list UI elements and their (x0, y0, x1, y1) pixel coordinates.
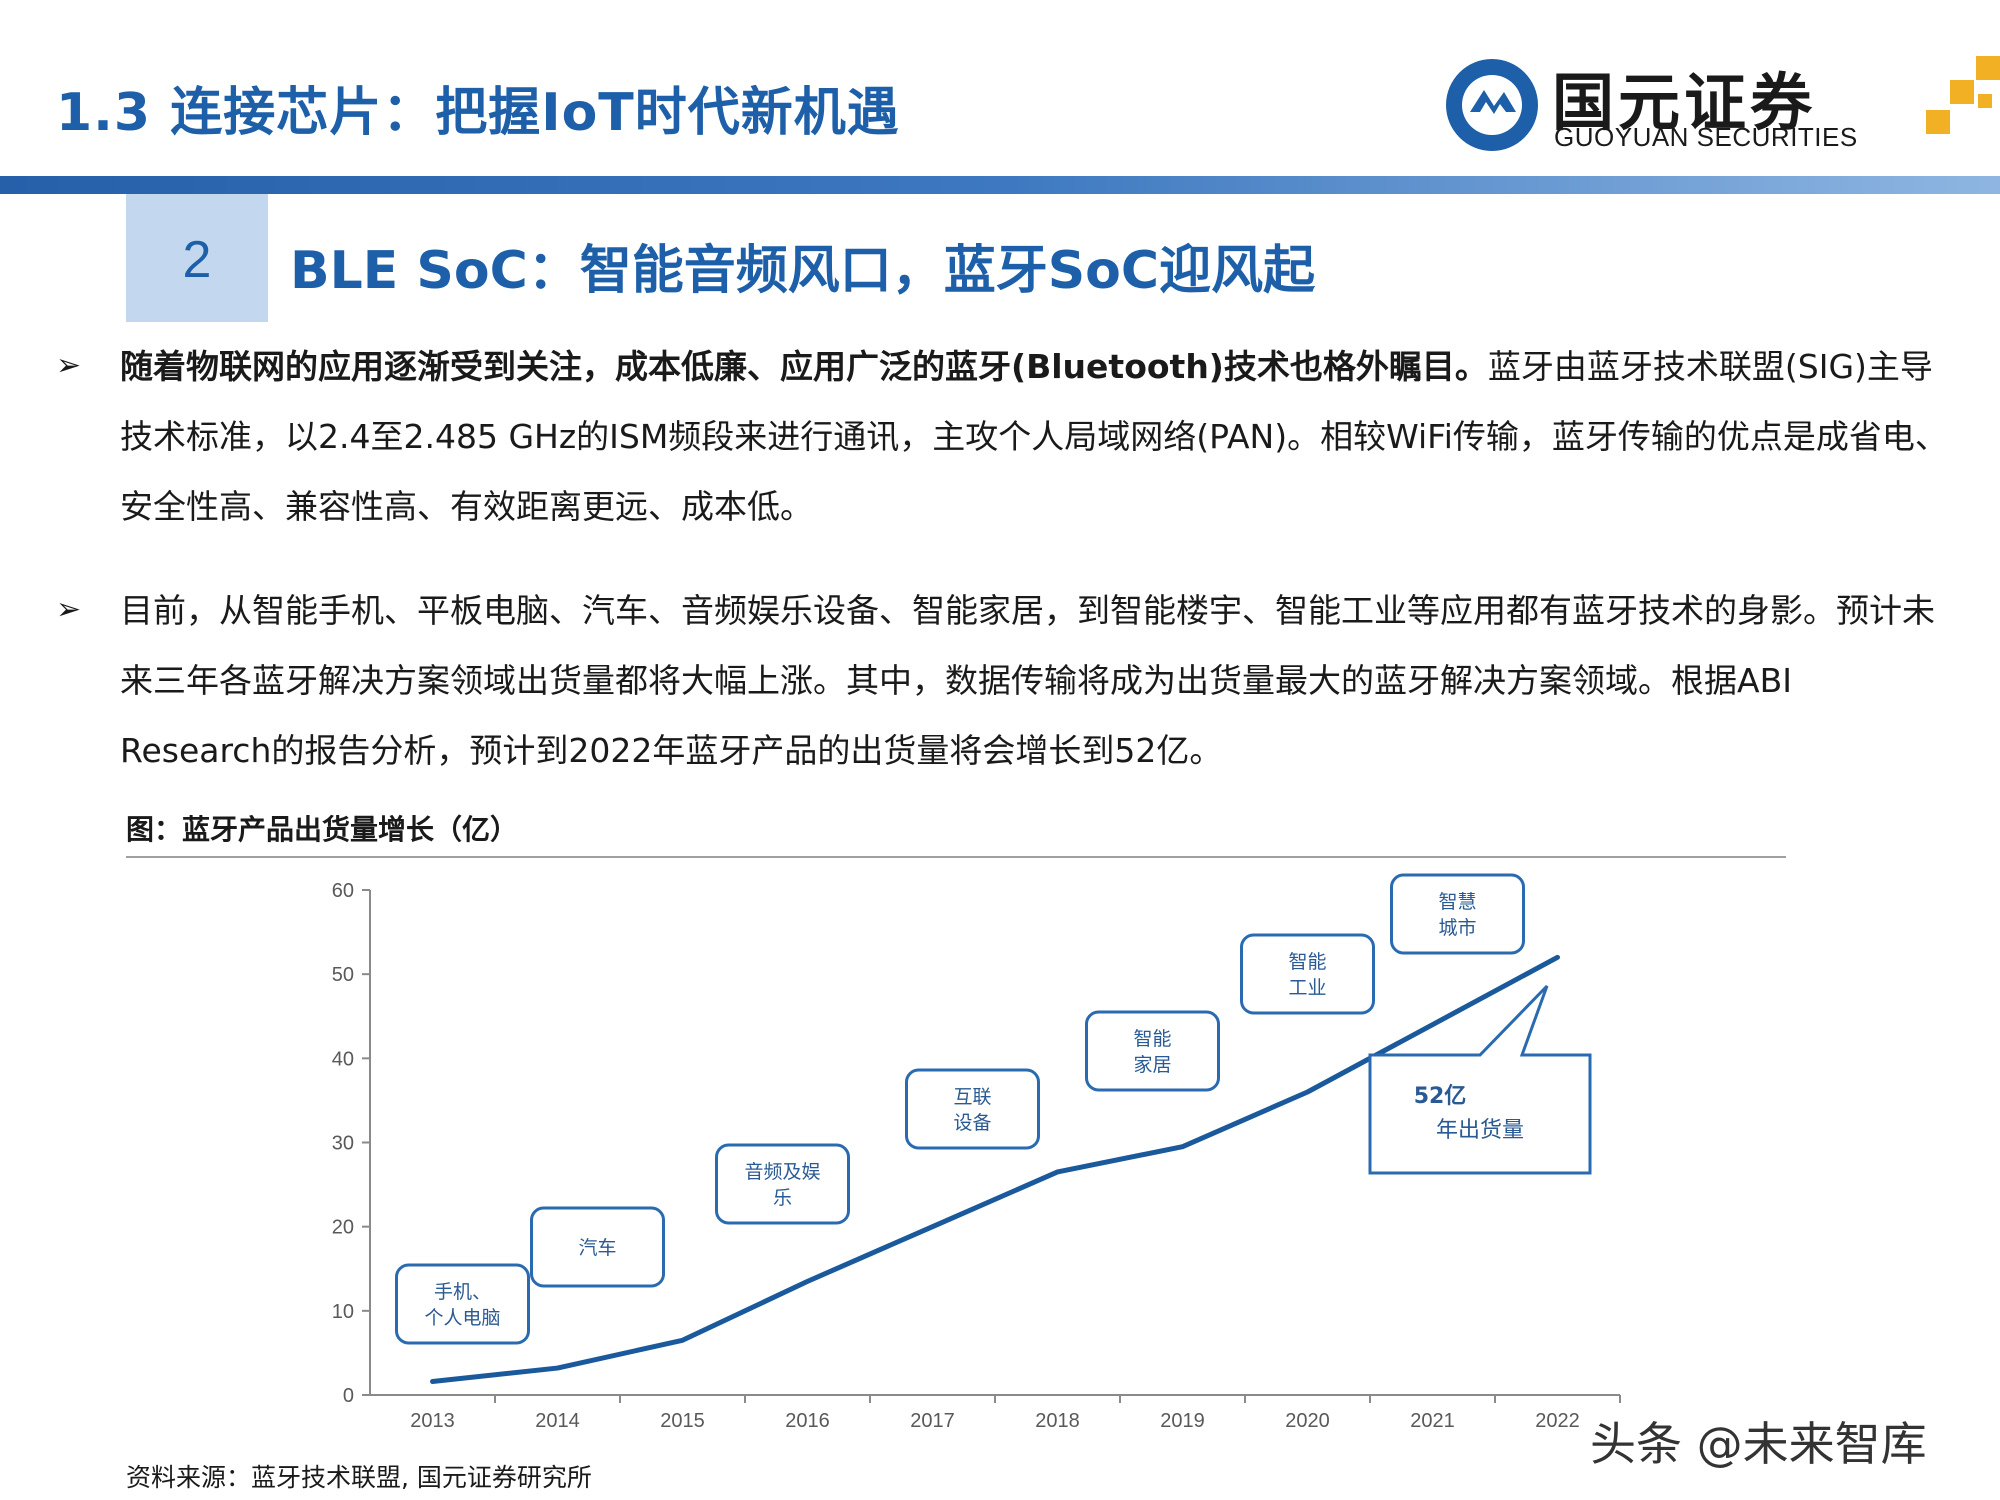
annotation-box (1390, 873, 1525, 955)
annotation-label: 设备 (953, 1112, 991, 1134)
x-tick-label: 2020 (1285, 1410, 1330, 1430)
annotation-label: 城市 (1438, 917, 1476, 939)
watermark: 头条 @未来智库 (1590, 1417, 1927, 1471)
annotation-label: 汽车 (578, 1237, 616, 1259)
logo-gold-squares-icon (1926, 56, 2000, 134)
annotation-box (1085, 1010, 1220, 1092)
annotation-label: 智能 (1133, 1028, 1171, 1050)
paragraph-2: 目前，从智能手机、平板电脑、汽车、音频娱乐设备、智能家居，到智能楼宇、智能工业等… (120, 576, 1950, 786)
logo-english-name: GUOYUAN SECURITIES (1554, 122, 1858, 152)
callout-value: 52亿 (1414, 1084, 1467, 1109)
x-tick-label: 2015 (660, 1410, 705, 1430)
section-number-box (126, 194, 268, 322)
y-tick-label: 10 (332, 1301, 354, 1323)
x-tick-label: 2013 (410, 1410, 455, 1430)
annotation-label: 智能 (1288, 951, 1326, 973)
y-tick-label: 0 (343, 1385, 354, 1407)
annotation-box (905, 1068, 1040, 1150)
annotation-label: 手机、 (434, 1281, 491, 1303)
annotation-label: 家居 (1133, 1054, 1171, 1076)
x-tick-label: 2019 (1160, 1410, 1205, 1430)
x-tick-label: 2016 (785, 1410, 830, 1430)
x-tick-label: 2017 (910, 1410, 955, 1430)
section-number: 2 (182, 231, 212, 289)
annotation-box (530, 1206, 665, 1288)
header-divider-bar (0, 176, 2000, 194)
logo-chinese-name: 国元证券 (1552, 66, 1817, 139)
paragraph-1-highlight: 随着物联网的应用逐渐受到关注，成本低廉、应用广泛的蓝牙(Bluetooth)技术… (120, 347, 1488, 386)
annotation-box (715, 1143, 850, 1225)
figure-source: 资料来源：蓝牙技术联盟, 国元证券研究所 (126, 1463, 592, 1492)
x-tick-label: 2018 (1035, 1410, 1080, 1430)
y-tick-label: 30 (332, 1133, 354, 1155)
annotation-label: 音频及娱 (744, 1161, 820, 1183)
paragraph-2-body: 目前，从智能手机、平板电脑、汽车、音频娱乐设备、智能家居，到智能楼宇、智能工业等… (120, 591, 1935, 770)
page-title: 1.3 连接芯片：把握IoT时代新机遇 (56, 83, 900, 143)
y-tick-label: 50 (332, 964, 354, 986)
callout-label: 年出货量 (1436, 1118, 1524, 1143)
bullet-arrow-icon: ➢ (56, 592, 82, 627)
annotation-label: 个人电脑 (424, 1307, 500, 1329)
figure-divider (126, 856, 1786, 858)
annotation-label: 智慧 (1438, 891, 1476, 913)
bullet-arrow-icon: ➢ (56, 348, 82, 383)
y-tick-label: 60 (332, 880, 354, 902)
paragraph-1: 随着物联网的应用逐渐受到关注，成本低廉、应用广泛的蓝牙(Bluetooth)技术… (120, 332, 1950, 542)
x-tick-label: 2021 (1410, 1410, 1455, 1430)
shipment-line-chart: 0 10 20 30 40 50 60 2013 2014 2015 2016 2017 2018 201… (332, 873, 1621, 1430)
x-tick-label: 2014 (535, 1410, 580, 1430)
logo-emblem-icon (1446, 59, 1538, 151)
annotation-label: 工业 (1288, 977, 1326, 999)
figure-caption: 图：蓝牙产品出货量增长（亿） (126, 813, 519, 846)
annotation-label: 互联 (953, 1086, 991, 1108)
annotation-box (395, 1263, 530, 1345)
x-tick-label: 2022 (1535, 1410, 1580, 1430)
y-tick-label: 20 (332, 1217, 354, 1239)
paragraph-1-body: 蓝牙由蓝牙技术联盟(SIG)主导技术标准，以2.4至2.485 GHz的ISM频… (120, 347, 1948, 526)
annotation-label: 乐 (773, 1187, 792, 1209)
annotation-box (1240, 933, 1375, 1015)
company-logo: 国元证券 GUOYUAN SECURITIES (1440, 50, 2000, 160)
y-tick-label: 40 (332, 1048, 354, 1070)
callout-box (1368, 984, 1592, 1175)
section-title: BLE SoC：智能音频风口，蓝牙SoC迎风起 (290, 241, 1316, 301)
